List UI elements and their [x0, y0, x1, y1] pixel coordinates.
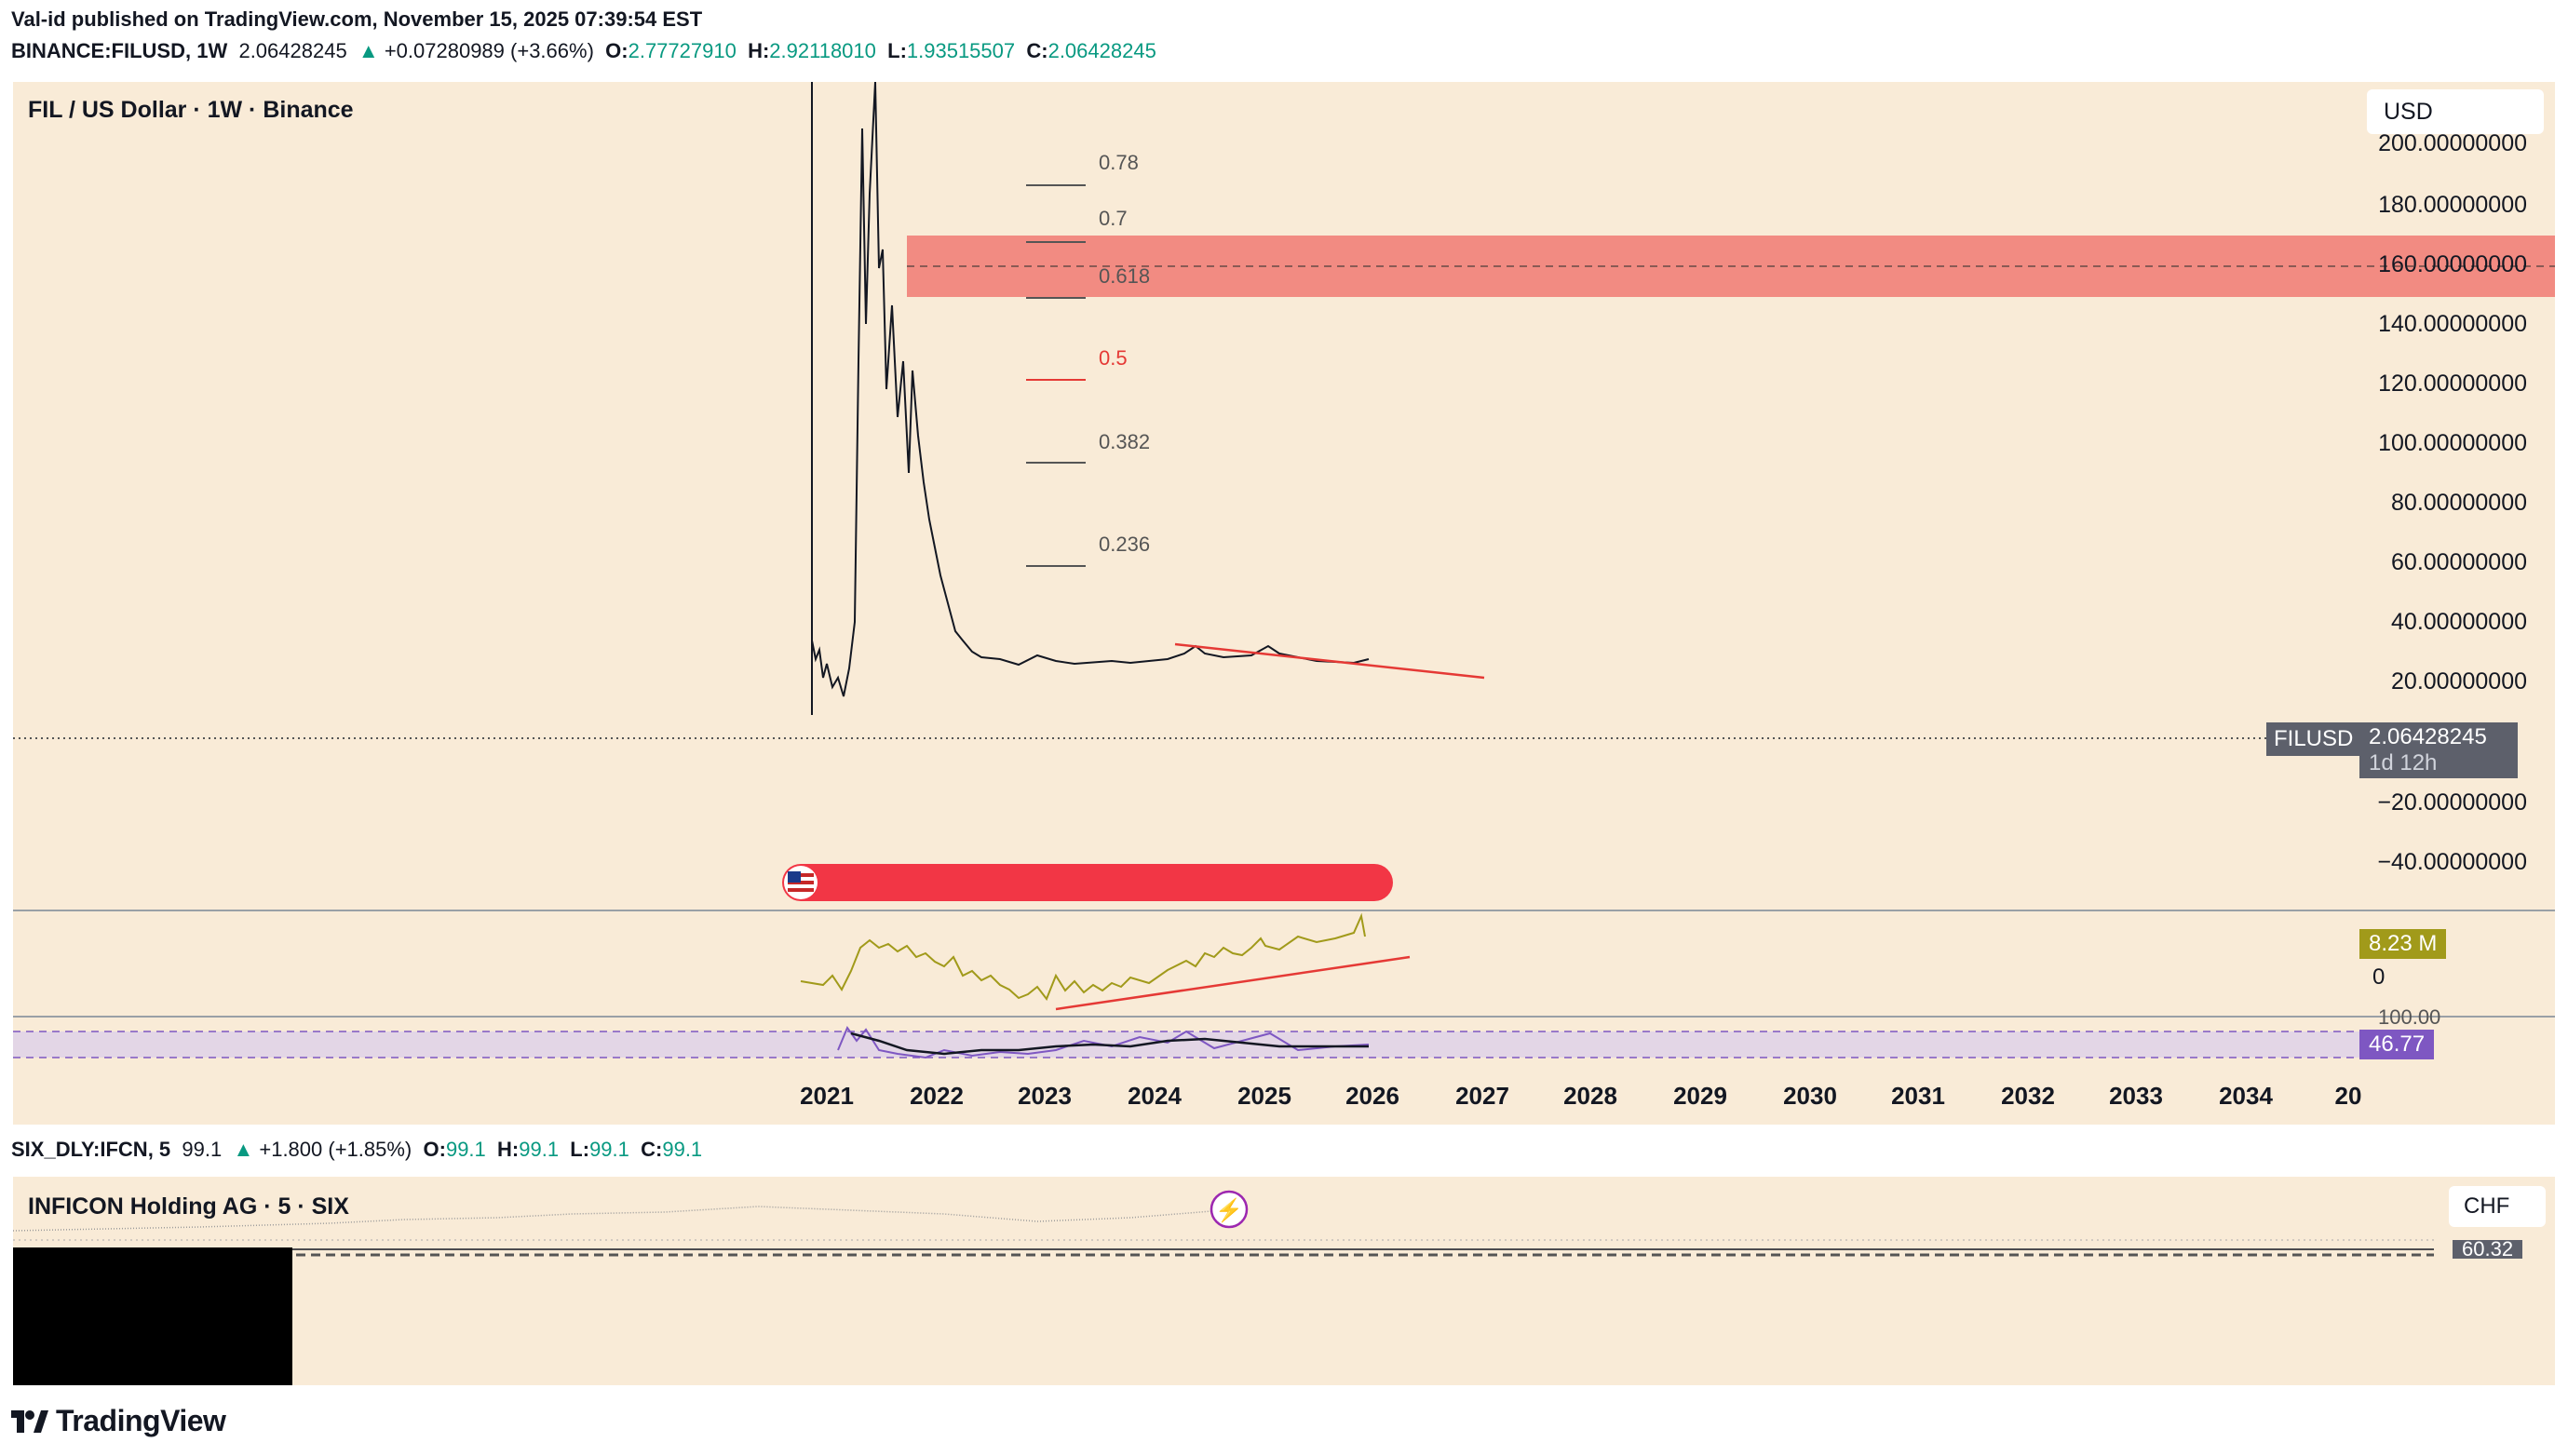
currency-button[interactable]: USD — [2367, 89, 2544, 134]
year-tick: 2021 — [800, 1082, 854, 1110]
time-axis[interactable]: 2021 2022 2023 2024 2025 2026 2027 2028 … — [13, 1082, 2378, 1119]
year-tick: 2025 — [1237, 1082, 1291, 1110]
volume-trendline — [1055, 955, 1411, 1011]
up-arrow-icon: ▲ — [233, 1138, 254, 1161]
publish-info: Val-id published on TradingView.com, Nov… — [11, 7, 702, 32]
chart-legend: FIL / US Dollar · 1W · Binance — [28, 97, 354, 123]
year-tick: 2026 — [1345, 1082, 1399, 1110]
price-tick: 20.00000000 — [2391, 668, 2527, 694]
tradingview-logo-icon — [11, 1409, 48, 1433]
price-tick: 120.00000000 — [2378, 371, 2527, 397]
fib-label: 0.618 — [1099, 264, 1151, 288]
fib-label: 0.78 — [1099, 151, 1139, 174]
year-tick: 2030 — [1783, 1082, 1837, 1110]
author: Val-id published on TradingView.com, Nov… — [11, 7, 703, 31]
up-arrow-icon: ▲ — [358, 39, 379, 62]
year-tick: 2027 — [1455, 1082, 1509, 1110]
price-tick: 200.00000000 — [2378, 130, 2527, 156]
price-tick: 80.00000000 — [2391, 490, 2527, 516]
price-series — [811, 82, 1370, 715]
rsi-badge: 46.77 — [2359, 1030, 2435, 1059]
symbol[interactable]: BINANCE:FILUSD, 1W — [11, 39, 228, 62]
high-value: 2.92118010 — [769, 39, 876, 62]
second-symbol[interactable]: SIX_DLY:IFCN, 5 — [11, 1138, 171, 1161]
fib-label: 0.7 — [1099, 207, 1128, 230]
open-value: 2.77727910 — [628, 39, 737, 62]
second-symbol-info: SIX_DLY:IFCN, 5 99.1 ▲ +1.800 (+1.85%) O… — [11, 1138, 703, 1161]
close-value: 2.06428245 — [1047, 39, 1156, 62]
year-tick: 2029 — [1673, 1082, 1727, 1110]
last-price-tag: 2.06428245 1d 12h — [2359, 722, 2518, 778]
year-tick: 2034 — [2219, 1082, 2273, 1110]
price-tick: 100.00000000 — [2378, 430, 2527, 456]
main-chart-svg — [13, 82, 2555, 1059]
lightning-icon — [1210, 1190, 1249, 1229]
second-chart-legend: INFICON Holding AG · 5 · SIX — [28, 1193, 349, 1220]
second-currency-button[interactable]: CHF — [2449, 1186, 2546, 1227]
fib-label: 0.236 — [1099, 533, 1151, 556]
price-tick: 60.00000000 — [2391, 549, 2527, 575]
price-tick: 160.00000000 — [2378, 251, 2527, 277]
low-value: 1.93515507 — [906, 39, 1016, 62]
volume-badge: 8.23 M — [2359, 929, 2447, 959]
rsi-top-label: 100.00 — [2378, 1005, 2441, 1029]
price-tick: 180.00000000 — [2378, 192, 2527, 218]
rsi-ma-line — [850, 1031, 1369, 1056]
second-chart-pane[interactable]: INFICON Holding AG · 5 · SIX CHF ⚡ 60.32 — [13, 1177, 2555, 1385]
price-tick: 140.00000000 — [2378, 311, 2527, 337]
svg-text:⚡: ⚡ — [1215, 1197, 1243, 1223]
year-tick: 2024 — [1128, 1082, 1182, 1110]
events-bar — [782, 864, 1393, 901]
price: 2.06428245 — [238, 39, 347, 62]
rsi-band — [13, 1031, 2378, 1058]
price-tick: −20.00000000 — [2377, 789, 2527, 816]
last-price-symbol-tag: FILUSD — [2266, 722, 2361, 756]
volume-zero-label: 0 — [2372, 964, 2386, 990]
year-tick: 2032 — [2001, 1082, 2055, 1110]
down-trendline — [1174, 642, 1485, 680]
year-tick: 2033 — [2109, 1082, 2163, 1110]
second-price-badge: 60.32 — [2453, 1240, 2523, 1259]
symbol-info: BINANCE:FILUSD, 1W 2.06428245 ▲ +0.07280… — [11, 39, 1156, 62]
brand-name: TradingView — [56, 1404, 226, 1437]
black-overlay — [13, 1247, 292, 1385]
year-tick: 2023 — [1018, 1082, 1072, 1110]
rsi-line — [837, 1025, 1370, 1059]
main-chart-pane[interactable]: FIL / US Dollar · 1W · Binance USD — [13, 82, 2555, 1125]
year-tick: 2028 — [1563, 1082, 1617, 1110]
change: +0.07280989 (+3.66%) — [384, 39, 594, 62]
last-price-value: 2.06428245 — [2369, 724, 2487, 749]
year-tick: 2031 — [1891, 1082, 1945, 1110]
fib-label: 0.5 — [1099, 346, 1128, 370]
second-chart-svg: ⚡ — [13, 1190, 2434, 1257]
countdown: 1d 12h — [2369, 750, 2438, 775]
price-axis[interactable]: 200.00000000 180.00000000 160.00000000 1… — [2341, 82, 2527, 901]
volume-line — [800, 912, 1366, 1002]
year-tick: 20 — [2334, 1082, 2362, 1110]
year-tick: 2022 — [910, 1082, 964, 1110]
price-tick: −40.00000000 — [2377, 849, 2527, 875]
fib-label: 0.382 — [1099, 430, 1151, 453]
footer-brand[interactable]: TradingView — [11, 1404, 226, 1438]
price-tick: 40.00000000 — [2391, 609, 2527, 635]
